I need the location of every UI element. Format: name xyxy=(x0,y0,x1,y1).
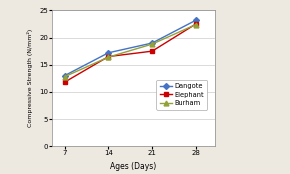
Elephant xyxy=(107,56,110,58)
Legend: Dangote, Elephant, Burham: Dangote, Elephant, Burham xyxy=(156,80,207,110)
Burham xyxy=(63,76,66,78)
Dangote xyxy=(63,74,66,77)
Line: Burham: Burham xyxy=(62,22,198,79)
Elephant xyxy=(63,81,66,83)
Elephant xyxy=(151,50,154,52)
X-axis label: Ages (Days): Ages (Days) xyxy=(110,162,157,171)
Y-axis label: Compressive Strength (N/mm²): Compressive Strength (N/mm²) xyxy=(28,29,33,127)
Dangote xyxy=(107,52,110,54)
Burham xyxy=(107,56,110,58)
Burham xyxy=(194,23,197,26)
Line: Elephant: Elephant xyxy=(63,22,198,84)
Dangote xyxy=(151,42,154,44)
Dangote xyxy=(194,19,197,21)
Elephant xyxy=(194,23,197,25)
Burham xyxy=(151,43,154,45)
Line: Dangote: Dangote xyxy=(63,18,198,78)
